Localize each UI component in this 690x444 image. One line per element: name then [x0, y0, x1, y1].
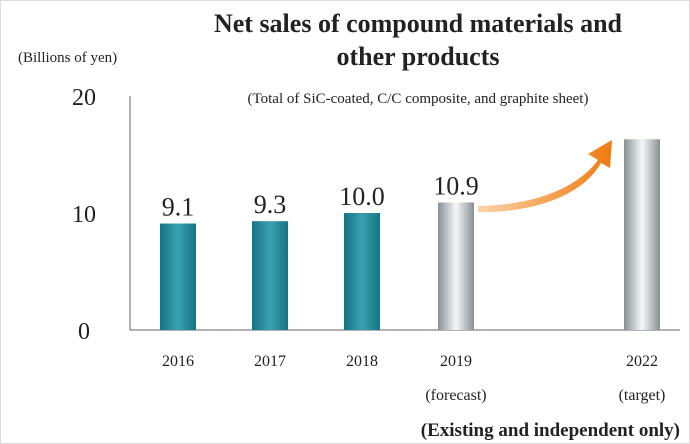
x-tick-label: 2022 (target) — [619, 353, 666, 404]
value-label: 9.1 — [162, 193, 195, 222]
bar — [438, 202, 474, 330]
y-axis-label: (Billions of yen) — [18, 50, 117, 66]
value-label: 9.3 — [254, 190, 287, 219]
y-tick-label: 0 — [78, 319, 90, 345]
x-tick-label: 2016 — [162, 353, 194, 370]
x-tick-label: 2018 — [346, 353, 378, 370]
value-label: 10.9 — [433, 171, 479, 200]
bar — [624, 139, 660, 330]
y-tick-label: 10 — [72, 202, 96, 228]
bar — [344, 213, 380, 330]
subtitle: (Total of SiC-coated, C/C composite, and… — [248, 91, 589, 107]
bar — [160, 223, 196, 330]
y-tick-label: 20 — [72, 85, 96, 111]
chart-title: Net sales of compound materials and — [214, 9, 623, 38]
chart-title: other products — [337, 42, 500, 71]
note: (Existing and independent only) — [421, 420, 680, 441]
x-tick-label: 2017 — [254, 353, 286, 370]
value-label: 10.0 — [339, 182, 385, 211]
growth-arrow — [478, 140, 612, 213]
bar — [252, 221, 288, 330]
x-tick-label: 2019 (forecast) — [425, 353, 486, 404]
